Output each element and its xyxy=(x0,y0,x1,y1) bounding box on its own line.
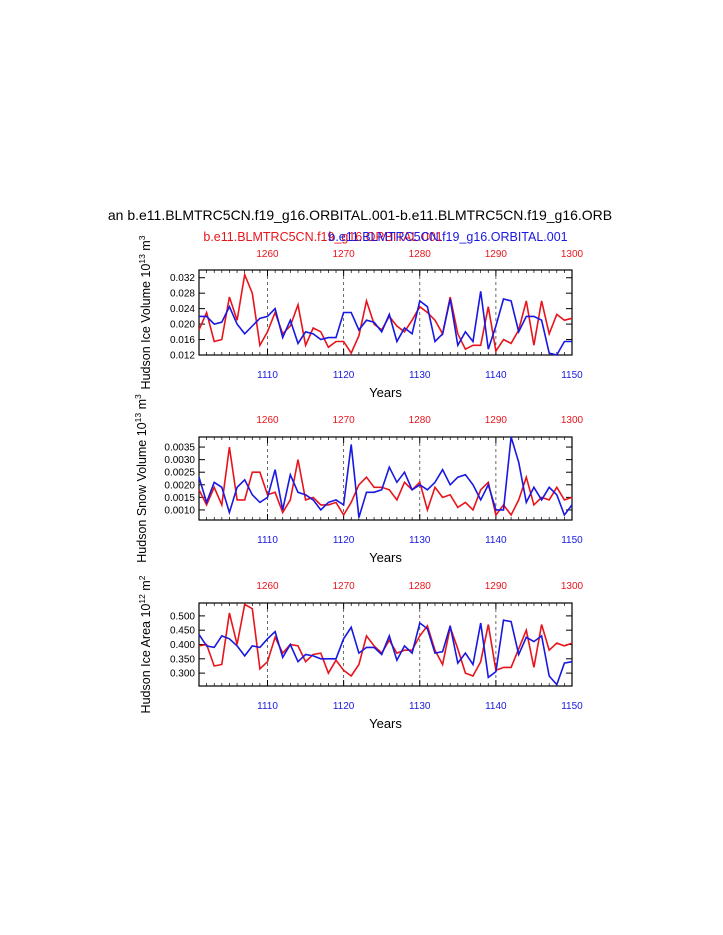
x-tick-label-bottom: 1140 xyxy=(485,370,507,381)
y-tick-label: 0.032 xyxy=(170,273,195,284)
series-line-red xyxy=(198,271,573,355)
x-tick-label-top: 1290 xyxy=(485,581,508,592)
y-tick-label: 0.024 xyxy=(170,304,195,315)
y-tick-label: 0.500 xyxy=(170,611,195,622)
y-tick-label: 0.350 xyxy=(170,654,195,665)
y-axis-label-part: Hudson Ice Volume 10 xyxy=(139,264,153,390)
x-tick-label-bottom: 1120 xyxy=(333,535,355,546)
x-tick-label-bottom: 1110 xyxy=(257,701,278,712)
series-line-blue xyxy=(198,436,573,518)
y-axis-label-part: m xyxy=(139,580,153,594)
x-tick-label-bottom: 1150 xyxy=(561,370,583,381)
x-tick-label-top: 1260 xyxy=(256,415,279,426)
y-axis-label-superscript: 13 xyxy=(137,254,147,264)
x-axis-label: Years xyxy=(369,550,402,565)
x-tick-label-top: 1260 xyxy=(256,249,279,260)
y-tick-label: 0.012 xyxy=(170,351,195,362)
x-axis-label: Years xyxy=(369,385,402,400)
main-title: an b.e11.BLMTRC5CN.f19_g16.ORBITAL.001-b… xyxy=(108,207,612,223)
y-tick-label: 0.0015 xyxy=(164,493,195,504)
chart-panel-2: 1110 1260 1120 1270 1130 1280 1140 1290 1150 1300… xyxy=(133,394,584,565)
y-tick-label: 0.450 xyxy=(170,626,195,637)
x-tick-label-top: 1300 xyxy=(561,581,584,592)
series-line-red xyxy=(198,446,573,517)
x-tick-label-bottom: 1130 xyxy=(409,535,431,546)
x-tick-label-bottom: 1150 xyxy=(561,701,583,712)
x-tick-label-top: 1300 xyxy=(561,415,584,426)
chart-panel-1: 1110 1260 1120 1270 1130 1280 1140 1290 1150 1300… xyxy=(137,235,584,400)
x-tick-label-top: 1280 xyxy=(409,581,432,592)
x-tick-label-top: 1270 xyxy=(333,249,356,260)
y-axis-label-part: Hudson Ice Area 10 xyxy=(139,604,153,714)
y-axis-label-superscript: 3 xyxy=(137,235,147,240)
y-tick-label: 0.0010 xyxy=(164,505,195,516)
x-tick-label-bottom: 1130 xyxy=(409,701,431,712)
y-axis-label-superscript: 2 xyxy=(137,575,147,580)
legend-label-red: b.e11.BLMTRC5CN.f19_g16.ORBITAL.001 xyxy=(203,230,442,244)
chart-panel-3: 1110 1260 1120 1270 1130 1280 1140 1290 1150 1300… xyxy=(137,575,584,731)
series-line-blue xyxy=(198,619,573,687)
x-tick-label-top: 1300 xyxy=(561,249,584,260)
x-tick-label-top: 1290 xyxy=(485,415,508,426)
y-axis-label: Hudson Ice Volume 1013 m3 xyxy=(137,235,153,389)
y-axis-label-part: m xyxy=(139,240,153,254)
y-tick-label: 0.0025 xyxy=(164,468,195,479)
y-tick-label: 0.400 xyxy=(170,640,195,651)
y-tick-label: 0.028 xyxy=(170,289,195,300)
x-tick-label-bottom: 1120 xyxy=(333,701,355,712)
x-tick-label-top: 1290 xyxy=(485,249,508,260)
y-tick-label: 0.020 xyxy=(170,320,195,331)
y-axis-label-superscript: 12 xyxy=(137,594,147,604)
x-tick-label-bottom: 1140 xyxy=(485,535,507,546)
x-tick-label-top: 1260 xyxy=(256,581,279,592)
x-tick-label-bottom: 1110 xyxy=(257,535,278,546)
x-tick-label-top: 1270 xyxy=(333,415,356,426)
y-axis-label-part: Hudson Snow Volume 10 xyxy=(135,422,149,562)
plot-frame xyxy=(198,269,573,356)
x-tick-label-bottom: 1140 xyxy=(485,701,507,712)
chart-panels: 1110 1260 1120 1270 1130 1280 1140 1290 1150 1300… xyxy=(133,235,584,731)
x-tick-label-top: 1270 xyxy=(333,581,356,592)
x-tick-label-bottom: 1130 xyxy=(409,370,431,381)
x-tick-label-top: 1280 xyxy=(409,249,432,260)
x-axis-label: Years xyxy=(369,716,402,731)
legend-label-blue: b.e11.BLMTRC5CN.f19_g16.ORBITAL.001 xyxy=(328,230,567,244)
x-tick-label-top: 1280 xyxy=(409,415,432,426)
x-tick-label-bottom: 1110 xyxy=(257,370,278,381)
y-tick-label: 0.0020 xyxy=(164,480,195,491)
series-line-blue xyxy=(199,291,572,356)
y-tick-label: 0.300 xyxy=(170,669,195,680)
y-tick-label: 0.0030 xyxy=(164,455,195,466)
x-tick-label-bottom: 1120 xyxy=(333,370,355,381)
y-axis-label: Hudson Snow Volume 1013 m3 xyxy=(133,394,149,563)
y-tick-label: 0.016 xyxy=(170,335,195,346)
x-tick-label-bottom: 1150 xyxy=(561,535,583,546)
y-axis-label-superscript: 3 xyxy=(133,394,143,399)
y-tick-label: 0.0035 xyxy=(164,443,195,454)
y-axis-label-part: m xyxy=(135,399,149,413)
y-axis-label-superscript: 13 xyxy=(133,413,143,423)
y-axis-label: Hudson Ice Area 1012 m2 xyxy=(137,575,153,713)
